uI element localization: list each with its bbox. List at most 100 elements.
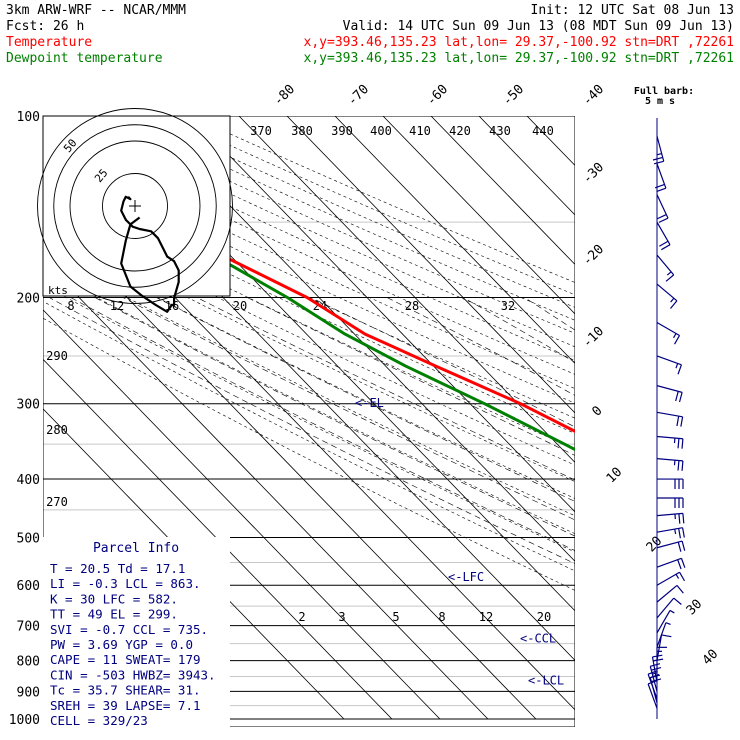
parcel-info-row: SVI = -0.7 CCL = 735. bbox=[50, 622, 208, 637]
pressure-axis: 100 200 300 400 500 600 700 800 900 1000 bbox=[9, 110, 40, 728]
dry-adiabat-line bbox=[43, 223, 575, 482]
wind-barb bbox=[656, 411, 684, 427]
init-time: Init: 12 UTC Sat 08 Jun 13 bbox=[531, 3, 735, 18]
barb-legend-line1: Full barb: bbox=[634, 86, 694, 97]
wind-barb bbox=[656, 283, 678, 309]
dry-adiabat-line bbox=[43, 180, 575, 434]
pressure-tick-label: 100 bbox=[17, 110, 40, 125]
temperature-tick-label: 20 bbox=[644, 534, 666, 556]
level-marker-lcl: <-LCL bbox=[528, 673, 564, 687]
temperature-tick-label: -30 bbox=[580, 160, 607, 187]
parcel-info-row: SREH = 39 LAPSE= 7.1 bbox=[50, 698, 201, 713]
level-markers: <-EL <-LFC <-CCL <-LCL bbox=[355, 396, 564, 688]
isotherm-line bbox=[334, 116, 575, 364]
dry-adiabat-label: 380 bbox=[291, 124, 313, 138]
temperature-tick-label: -20 bbox=[580, 242, 607, 269]
dry-adiabat-label: 410 bbox=[409, 124, 431, 138]
wind-barb bbox=[656, 435, 684, 449]
isotherm-line bbox=[43, 259, 489, 720]
dry-adiabat-line bbox=[140, 116, 575, 308]
parcel-info-background bbox=[43, 537, 230, 727]
mixing-ratio-label: 8 bbox=[438, 610, 445, 624]
isotherm-line bbox=[238, 116, 575, 463]
forecast-hour: Fcst: 26 h bbox=[6, 19, 84, 34]
pressure-tick-label: 800 bbox=[17, 655, 40, 670]
isotherm-line bbox=[478, 116, 575, 216]
hodograph-trace bbox=[120, 195, 180, 313]
wind-barb-column: Full barb: 5 m s bbox=[634, 86, 694, 719]
temperature-tick-label: -40 bbox=[580, 82, 607, 109]
parcel-info-title: Parcel Info bbox=[93, 541, 179, 556]
moist-adiabat-line bbox=[70, 297, 575, 551]
wind-barb bbox=[657, 497, 684, 508]
wind-barb bbox=[656, 597, 682, 619]
pressure-tick-label: 600 bbox=[17, 579, 40, 594]
moist-adiabat-line bbox=[49, 297, 575, 565]
wind-barb bbox=[649, 663, 662, 692]
wind-barb bbox=[656, 458, 684, 471]
wind-barb bbox=[656, 194, 669, 223]
pressure-tick-label: 400 bbox=[17, 473, 40, 488]
wind-barb bbox=[656, 385, 683, 403]
hodograph-ring bbox=[37, 108, 233, 304]
wind-barb bbox=[656, 622, 671, 648]
model-title: 3km ARW-WRF -- NCAR/MMM bbox=[6, 3, 186, 18]
level-marker-lfc: <-LFC bbox=[448, 570, 484, 584]
parcel-info-row: PW = 3.69 YGP = 0.0 bbox=[50, 637, 193, 652]
pressure-tick-label: 500 bbox=[17, 531, 40, 546]
dry-adiabat-line bbox=[43, 253, 575, 517]
hodograph-speed-label: 32 bbox=[501, 299, 515, 313]
legend-temperature-label: Temperature bbox=[6, 35, 92, 50]
hodograph-speed-label: 8 bbox=[67, 299, 74, 313]
valid-time: Valid: 14 UTC Sun 09 Jun 13 (08 MDT Sun … bbox=[343, 19, 734, 34]
isotherm-line bbox=[190, 116, 575, 513]
temperature-tick-label: -10 bbox=[580, 324, 607, 351]
mixing-ratio-label: 3 bbox=[338, 610, 345, 624]
isotherm-line bbox=[430, 116, 575, 266]
level-marker-ccl: <-CCL bbox=[520, 631, 556, 645]
dry-adiabat-label: 430 bbox=[489, 124, 511, 138]
mixing-ratio-label: 12 bbox=[479, 610, 493, 624]
legend-dewpoint-label: Dewpoint temperature bbox=[6, 51, 163, 66]
isotherm-line bbox=[43, 358, 393, 720]
wind-barb bbox=[649, 674, 662, 703]
isotherm-line bbox=[43, 408, 345, 720]
pressure-tick-label: 300 bbox=[17, 398, 40, 413]
wind-barb bbox=[656, 254, 675, 282]
pressure-tick-label: 1000 bbox=[9, 713, 40, 728]
parcel-info-row: CAPE = 11 SWEAT= 179 bbox=[50, 652, 201, 667]
pressure-tick-label: 200 bbox=[17, 292, 40, 307]
temperature-tick-label: 40 bbox=[700, 647, 722, 669]
dry-adiabat-label: 270 bbox=[46, 495, 68, 509]
temperature-tick-label: 30 bbox=[684, 597, 706, 619]
mixing-ratio-label: 5 bbox=[392, 610, 399, 624]
level-marker-el: <-EL bbox=[355, 396, 384, 410]
parcel-info-row: Tc = 35.7 SHEAR= 31. bbox=[50, 683, 201, 698]
wind-barb bbox=[656, 557, 686, 570]
wind-barb bbox=[647, 670, 660, 699]
parcel-info-row: LI = -0.3 LCL = 863. bbox=[50, 576, 201, 591]
parcel-info-row: T = 20.5 Td = 17.1 bbox=[50, 561, 185, 576]
wind-barb bbox=[654, 163, 667, 193]
temperature-tick-label: 0 bbox=[589, 403, 605, 419]
wind-barb bbox=[657, 478, 684, 490]
mixing-ratio-label: 20 bbox=[537, 610, 551, 624]
hodograph-ring bbox=[102, 173, 168, 239]
hodograph-ring bbox=[69, 140, 201, 272]
hodograph-speed-label: 20 bbox=[233, 299, 247, 313]
isotherm-line bbox=[286, 116, 575, 414]
pressure-tick-label: 900 bbox=[17, 685, 40, 700]
moist-adiabat-line bbox=[122, 297, 575, 521]
dry-adiabat-label: 280 bbox=[46, 423, 68, 437]
wind-barb bbox=[656, 321, 681, 345]
parcel-info-row: CIN = -503 HWBZ= 3943. bbox=[50, 667, 216, 682]
dry-adiabat-label: 370 bbox=[250, 124, 272, 138]
barb-legend-line2: 5 m s bbox=[645, 96, 675, 107]
temperature-tick-label: -50 bbox=[500, 82, 527, 109]
isotherm-line bbox=[382, 116, 575, 315]
isotherm-line bbox=[623, 116, 740, 719]
hodograph-ring bbox=[53, 124, 217, 288]
moist-adiabat-line bbox=[247, 297, 575, 456]
